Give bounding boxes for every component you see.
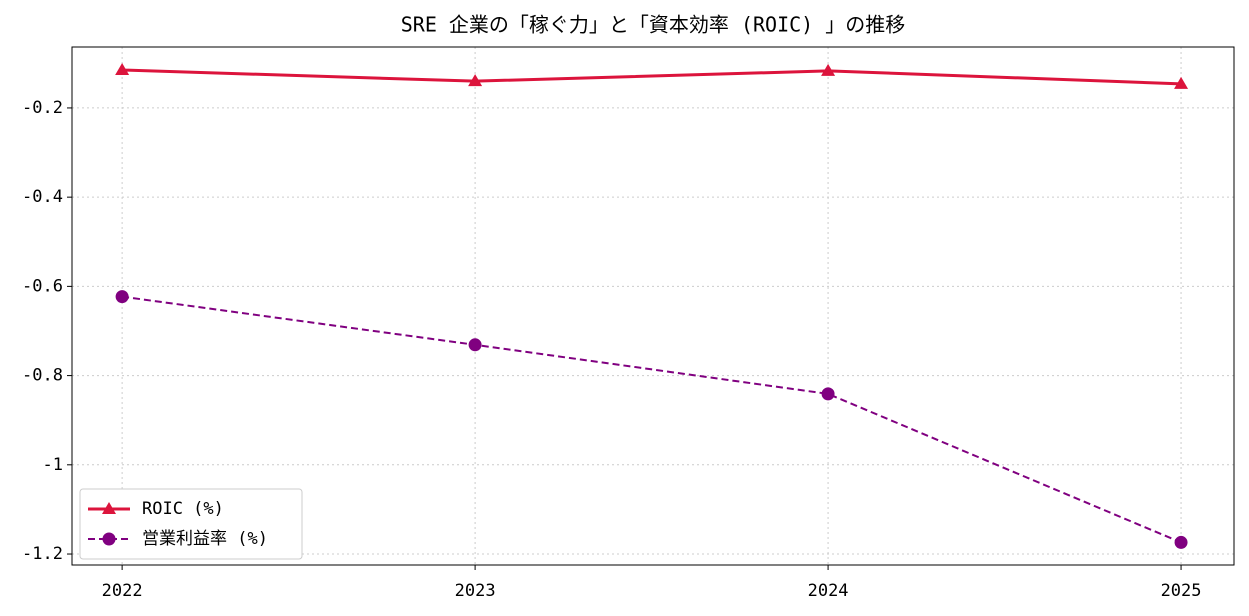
marker <box>1174 535 1188 549</box>
legend-label: 営業利益率 (%) <box>142 529 268 549</box>
y-tick-label: -0.2 <box>22 98 63 118</box>
legend-marker <box>102 532 116 546</box>
y-tick-label: -1.2 <box>22 544 63 564</box>
legend-box <box>79 488 303 560</box>
line <box>121 295 1182 544</box>
x-tick-label: 2024 <box>808 581 849 601</box>
plot-frame <box>71 46 1235 566</box>
line <box>122 68 1182 86</box>
marker <box>115 63 130 76</box>
marker <box>468 74 483 87</box>
marker <box>821 387 835 401</box>
chart-title: SRE 企業の「稼ぐ力」と「資本効率 (ROIC) 」の推移 <box>401 13 906 37</box>
y-tick-label: -0.4 <box>22 187 63 207</box>
y-tick-label: -0.8 <box>22 366 63 386</box>
x-tick-label: 2025 <box>1161 581 1202 601</box>
x-tick-label: 2023 <box>455 581 496 601</box>
marker <box>115 290 129 304</box>
marker <box>821 63 836 76</box>
legend-label: ROIC (%) <box>142 499 224 519</box>
marker <box>468 338 482 352</box>
legend-marker <box>102 502 116 514</box>
y-tick-label: -0.6 <box>22 276 63 296</box>
marker <box>1174 76 1189 89</box>
y-tick-label: -1 <box>43 455 63 475</box>
x-tick-label: 2022 <box>102 581 143 601</box>
